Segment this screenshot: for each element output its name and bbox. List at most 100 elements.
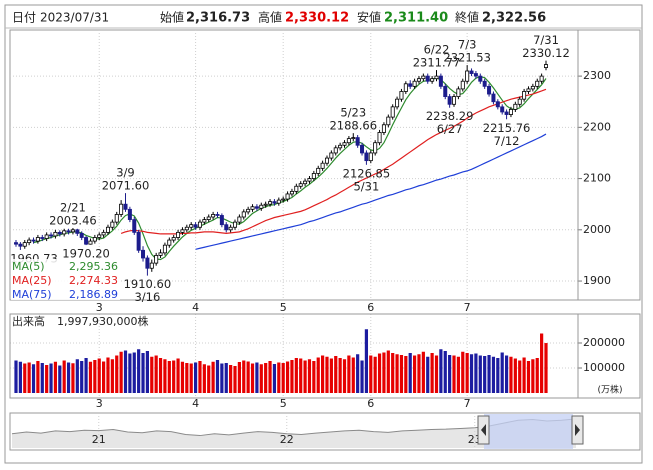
candle-body [544,64,549,68]
candle-body [40,237,45,239]
candle-body [79,232,84,238]
annotation-date: 6/22 [424,43,450,57]
annotation-date: 3/16 [134,290,160,304]
candle-body [443,85,448,98]
candle-body [149,262,154,269]
volume-bar [180,361,185,393]
volume-bar [141,353,145,393]
volume-bar [128,353,132,393]
header-high: 2,330.12 [285,11,349,26]
candle-body [460,80,465,90]
annotation-value: 2215.76 [483,121,531,135]
volume-x-tick-label: 7 [464,397,471,410]
candle-body [158,252,163,256]
candle-body [329,152,334,159]
volume-bar [211,361,215,393]
volume-bar [255,362,259,393]
volume-bar [31,364,36,393]
volume-bar [229,365,233,393]
candle-body [35,237,40,242]
candle-body [219,215,224,226]
candle-body [473,73,478,77]
annotation-value: 1910.60 [124,277,172,291]
candle-body [97,234,102,238]
candle-body [141,249,146,259]
volume-bar [294,358,298,393]
candle-body [215,214,220,216]
candle-body [482,80,487,87]
candle-body [119,203,124,215]
candle-body [31,239,36,242]
candle-body [206,216,211,220]
volume-bar [264,363,268,393]
candle-body [250,206,255,210]
candle-body [180,229,185,233]
annotation-value: 2003.46 [49,214,97,228]
candle-body [193,224,198,228]
outer-frame [4,4,643,464]
candle-body [62,230,67,235]
volume-bar [176,358,180,393]
volume-title: 出来高 [12,314,45,328]
candle-body [456,88,461,98]
volume-y-tick-label: 100000 [583,361,625,374]
y-tick-label: 2200 [583,120,611,133]
volume-x-tick-label: 3 [96,397,103,410]
candle-body [57,231,62,235]
volume-bar [40,363,44,393]
candle-body [289,190,294,195]
volume-bar [434,355,439,393]
volume-bar [456,356,460,393]
volume-bar [198,361,202,393]
candle-body [333,147,338,154]
candle-body [167,239,172,246]
volume-bar [465,353,469,393]
volume-bar [242,360,246,393]
volume-bar [14,360,18,393]
volume-bar [334,356,338,393]
candle-body [197,221,202,228]
volume-bar [193,362,198,393]
legend-name: MA(5) [12,260,45,273]
candle-body [53,231,58,237]
candle-body [75,229,80,234]
annotation-value: 2238.29 [426,109,474,123]
header-open: 2,316.73 [186,11,250,26]
volume-bar [18,361,22,393]
candle-body [27,239,32,244]
volume-bar [119,351,123,393]
volume-bar [93,360,97,393]
volume-bar [478,355,482,393]
candle-body [373,142,378,154]
volume-bar [412,355,417,393]
volume-x-tick-label: 4 [192,397,199,410]
volume-bar [342,359,347,393]
candle-body [246,208,251,213]
volume-bar [316,357,320,393]
annotation-date: 7/3 [458,38,477,52]
y-tick-label: 2100 [583,172,611,185]
candle-body [154,255,159,264]
volume-bar [386,350,390,393]
candle-body [412,80,417,87]
volume-bar [115,355,119,393]
volume-bar [220,363,224,393]
volume-bar [163,359,167,393]
candle-body [145,257,150,269]
volume-bar [417,354,421,393]
navigator-selection[interactable] [484,414,573,449]
volume-unit: (万株) [597,384,622,396]
volume-bar [45,365,49,393]
volume-bar [373,356,377,393]
volume-bar [272,364,277,393]
candle-body [430,78,435,82]
volume-bar [189,363,193,393]
legend-name: MA(75) [12,288,52,301]
volume-bar [71,363,75,393]
navigator-label: 21 [92,433,106,446]
volume-bar [80,361,84,393]
volume-bar [351,357,355,393]
volume-bar [518,360,522,393]
